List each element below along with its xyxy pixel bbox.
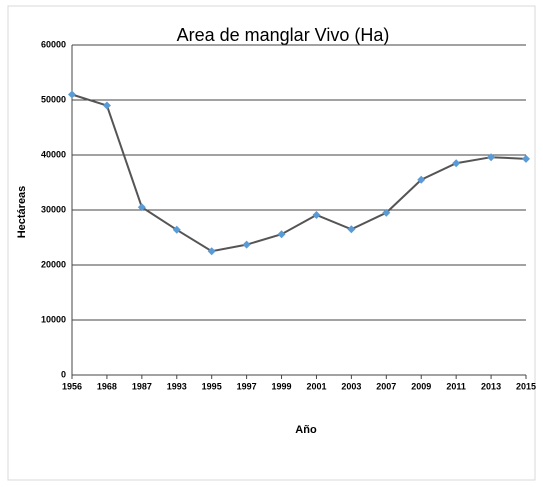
x-tick-label: 2001 — [306, 381, 326, 391]
data-point — [242, 240, 251, 249]
data-point — [417, 175, 426, 184]
x-tick-label: 1997 — [237, 381, 257, 391]
data-line — [71, 93, 527, 253]
y-tick-label: 30000 — [41, 204, 66, 214]
data-point — [312, 210, 321, 219]
y-tick-label: 20000 — [41, 259, 66, 269]
x-tick-label: 1968 — [97, 381, 117, 391]
data-point — [172, 225, 181, 234]
data-point — [102, 101, 111, 110]
x-tick-label: 1995 — [202, 381, 222, 391]
chart-frame — [7, 5, 536, 481]
y-tick-label: 0 — [61, 369, 66, 379]
data-point — [347, 225, 356, 234]
x-axis-label: Año — [295, 424, 317, 436]
x-tick-label: 2015 — [516, 381, 536, 391]
data-point — [277, 230, 286, 239]
x-tick-label: 1956 — [62, 381, 82, 391]
data-point — [487, 153, 496, 162]
data-point — [382, 208, 391, 217]
data-point — [522, 154, 530, 163]
x-tick-label: 2011 — [446, 381, 466, 391]
y-tick-label: 40000 — [41, 149, 66, 159]
data-point — [68, 90, 76, 99]
y-axis-label: Hectáreas — [16, 186, 28, 239]
data-point — [452, 159, 461, 168]
x-tick-label: 1987 — [132, 381, 152, 391]
x-tick-label: 2013 — [481, 381, 501, 391]
y-tick-label: 60000 — [41, 39, 66, 49]
data-point — [137, 203, 146, 212]
x-tick-label: 2009 — [411, 381, 431, 391]
x-tick-label: 2007 — [376, 381, 396, 391]
x-tick-label: 1999 — [272, 381, 292, 391]
x-tick-label: 1993 — [167, 381, 187, 391]
y-tick-label: 50000 — [41, 94, 66, 104]
chart-title: Area de manglar Vivo (Ha) — [177, 25, 390, 45]
x-tick-label: 2003 — [341, 381, 361, 391]
y-tick-label: 10000 — [41, 314, 66, 324]
data-point — [207, 247, 216, 256]
